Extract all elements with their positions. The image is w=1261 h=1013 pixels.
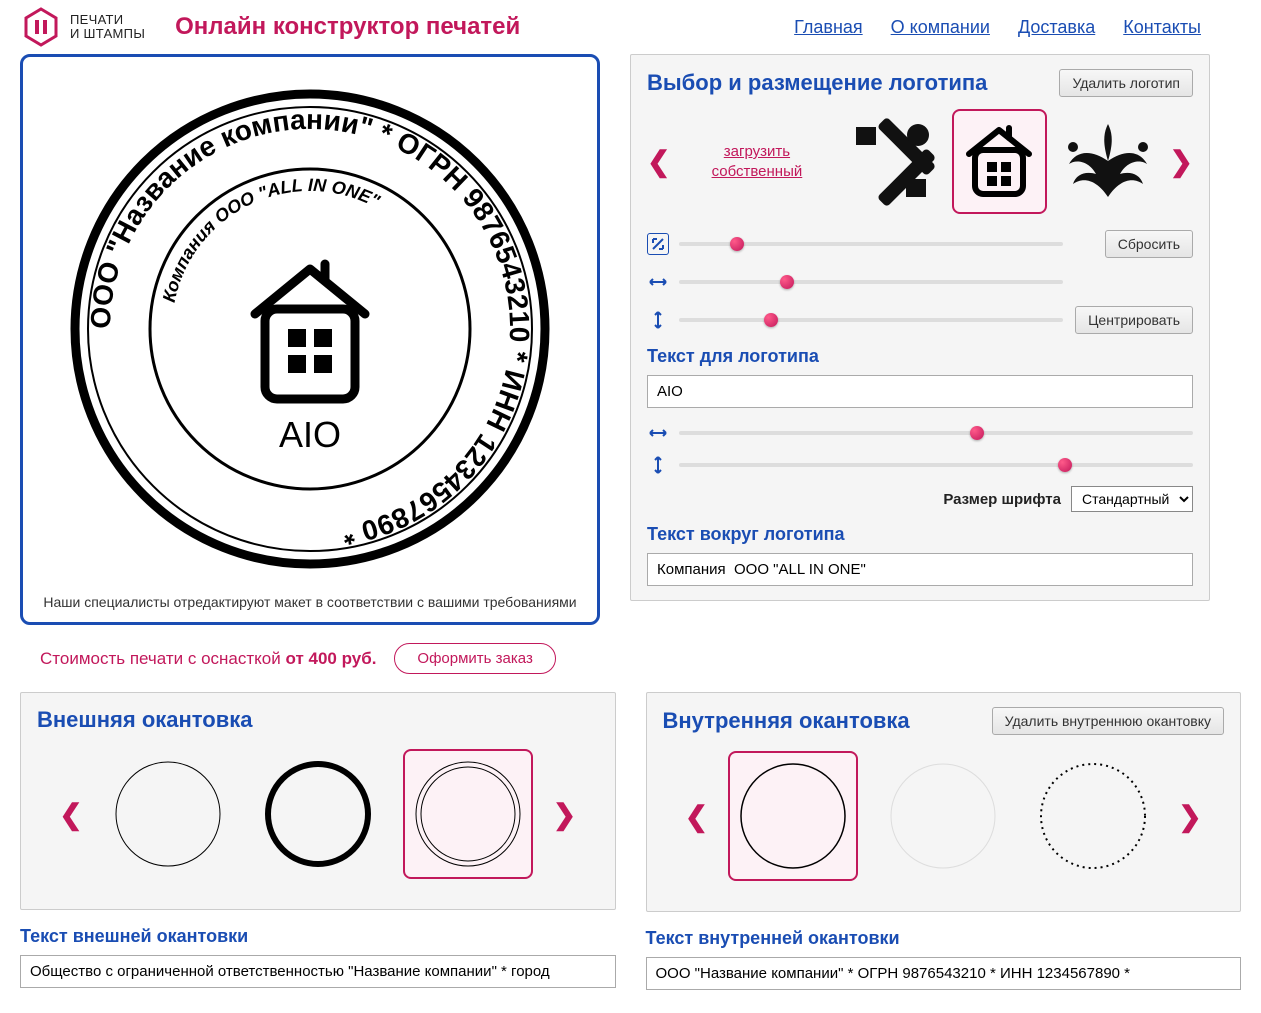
preview-note: Наши специалисты отредактируют макет в с… [35,594,585,610]
price-text: Стоимость печати с оснасткой от 400 руб. [40,649,376,669]
logo-text-input[interactable] [647,375,1193,408]
hy-slider[interactable] [679,318,1063,322]
price-row: Стоимость печати с оснасткой от 400 руб.… [40,643,600,674]
logo-option-tools[interactable] [843,109,937,214]
horizontal-icon [647,422,669,444]
logo-gallery: ❮ загрузить собственный [647,109,1193,214]
outer-border-title: Внешняя окантовка [37,707,599,733]
outer-border-thin[interactable] [103,749,233,879]
inner-border-dotted[interactable] [1028,751,1158,881]
top-nav: Главная О компании Доставка Контакты [794,17,1241,38]
gallery-next[interactable]: ❯ [1170,145,1193,178]
horizontal-icon [647,271,669,293]
logo-icon [20,6,62,48]
order-button[interactable]: Оформить заказ [394,643,555,674]
inner-next[interactable]: ❯ [1178,800,1201,833]
delete-logo-button[interactable]: Удалить логотип [1059,69,1193,97]
logo-option-house[interactable] [952,109,1047,214]
nav-contacts[interactable]: Контакты [1123,17,1201,38]
inner-border-faint[interactable] [878,751,1008,881]
scale-icon [647,233,669,255]
font-size-select[interactable]: Стандартный [1071,486,1193,512]
logo-option-ornament[interactable] [1061,109,1156,214]
inner-text-title: Текст внутренней окантовки [646,928,1242,949]
outer-border-thick[interactable] [253,749,383,879]
stamp-svg: ООО "Название компании" * ОГРН 987654321… [35,69,585,589]
inner-prev[interactable]: ❮ [685,800,708,833]
hx-slider[interactable] [679,280,1063,284]
inner-border-thin[interactable] [728,751,858,881]
house-icon [959,122,1039,202]
logo-text-1: печати [70,13,145,27]
header: печати и штампы Онлайн конструктор печат… [0,0,1261,54]
ornament-icon [1061,119,1156,204]
page-title: Онлайн конструктор печатей [175,13,520,41]
site-logo[interactable]: печати и штампы [20,6,145,48]
reset-button[interactable]: Сбросить [1105,230,1193,258]
outer-border-double[interactable] [403,749,533,879]
outer-border-panel: Внешняя окантовка ❮ ❯ [20,692,616,910]
ty-slider[interactable] [679,463,1193,467]
around-text-title: Текст вокруг логотипа [647,524,1193,545]
logo-panel: Выбор и размещение логотипа Удалить лого… [630,54,1210,601]
inner-border-panel: Внутренняя окантовка Удалить внутреннюю … [646,692,1242,912]
delete-inner-border-button[interactable]: Удалить внутреннюю окантовку [992,707,1224,735]
outer-prev[interactable]: ❮ [59,798,82,831]
svg-text:AIO: AIO [279,414,341,455]
logo-text-title: Текст для логотипа [647,346,1193,367]
font-size-label: Размер шрифта [943,491,1061,508]
vertical-icon [647,454,669,476]
inner-border-title: Внутренняя окантовка [663,708,910,734]
scale-slider[interactable] [679,242,1063,246]
svg-text:Компания ООО "ALL IN ONE": Компания ООО "ALL IN ONE" [159,175,384,304]
vertical-icon [647,309,669,331]
logo-text-2: и штампы [70,27,145,41]
stamp-preview: ООО "Название компании" * ОГРН 987654321… [20,54,600,625]
upload-own-link[interactable]: загрузить собственный [684,142,829,181]
center-button[interactable]: Центрировать [1075,306,1193,334]
tx-slider[interactable] [679,431,1193,435]
tools-icon [846,117,936,207]
outer-text-input[interactable] [20,955,616,988]
outer-text-title: Текст внешней окантовки [20,926,616,947]
inner-text-input[interactable] [646,957,1242,990]
nav-home[interactable]: Главная [794,17,863,38]
around-text-input[interactable] [647,553,1193,586]
outer-next[interactable]: ❯ [553,798,576,831]
logo-panel-title: Выбор и размещение логотипа [647,70,987,96]
gallery-prev[interactable]: ❮ [647,145,670,178]
nav-about[interactable]: О компании [891,17,990,38]
nav-delivery[interactable]: Доставка [1018,17,1095,38]
